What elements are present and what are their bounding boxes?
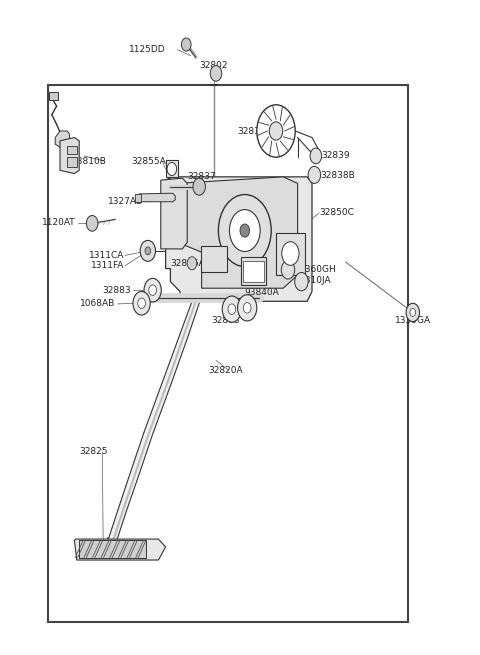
- Bar: [49, 92, 58, 100]
- Text: 1068AB: 1068AB: [80, 299, 115, 309]
- Bar: [276, 233, 305, 275]
- Circle shape: [138, 298, 145, 309]
- Text: 1311FA: 1311FA: [90, 261, 124, 271]
- Circle shape: [86, 215, 98, 231]
- Circle shape: [269, 122, 283, 140]
- Circle shape: [167, 162, 177, 176]
- Circle shape: [243, 303, 251, 313]
- Polygon shape: [60, 138, 79, 174]
- Polygon shape: [139, 193, 175, 202]
- Text: 93810B: 93810B: [72, 157, 106, 166]
- Text: 1125DD: 1125DD: [129, 45, 166, 54]
- Circle shape: [222, 296, 241, 322]
- Text: 1360GH: 1360GH: [300, 265, 337, 274]
- Polygon shape: [79, 540, 146, 558]
- Text: 32883: 32883: [211, 316, 240, 326]
- Polygon shape: [74, 539, 166, 560]
- Circle shape: [140, 240, 156, 261]
- Polygon shape: [55, 131, 70, 151]
- Circle shape: [210, 66, 222, 81]
- Text: 93840A: 93840A: [244, 288, 279, 297]
- Bar: [67, 146, 77, 154]
- Circle shape: [281, 261, 295, 279]
- Text: 32855A: 32855A: [132, 157, 166, 166]
- Polygon shape: [178, 177, 298, 288]
- Bar: [241, 257, 266, 285]
- Circle shape: [149, 285, 156, 295]
- Polygon shape: [108, 282, 206, 542]
- Circle shape: [410, 309, 416, 316]
- Circle shape: [133, 291, 150, 315]
- Text: 32820A: 32820A: [208, 365, 243, 375]
- Circle shape: [145, 247, 151, 255]
- Polygon shape: [166, 160, 178, 177]
- Text: 1327AB: 1327AB: [108, 197, 143, 206]
- Circle shape: [257, 105, 295, 157]
- Bar: [48, 85, 408, 622]
- Text: 32850C: 32850C: [319, 208, 354, 217]
- Circle shape: [308, 166, 321, 183]
- Text: 1310JA: 1310JA: [300, 276, 332, 285]
- Text: 32825: 32825: [79, 447, 108, 457]
- Bar: [135, 194, 141, 202]
- Text: 1311CA: 1311CA: [88, 251, 124, 260]
- Polygon shape: [161, 178, 187, 249]
- Bar: [243, 261, 264, 282]
- Bar: [201, 246, 227, 272]
- Text: 32837: 32837: [187, 172, 216, 181]
- Circle shape: [229, 210, 260, 252]
- Circle shape: [181, 38, 191, 51]
- Text: 32838B: 32838B: [237, 126, 272, 136]
- Circle shape: [310, 148, 322, 164]
- Text: 1339GA: 1339GA: [395, 316, 431, 326]
- Text: 32839: 32839: [322, 151, 350, 160]
- Circle shape: [218, 195, 271, 267]
- Bar: [67, 157, 77, 167]
- Circle shape: [144, 278, 161, 302]
- Polygon shape: [166, 177, 312, 301]
- Circle shape: [240, 224, 250, 237]
- Text: 32876A: 32876A: [170, 259, 204, 268]
- Circle shape: [406, 303, 420, 322]
- Circle shape: [282, 242, 299, 265]
- Text: 32802: 32802: [199, 61, 228, 70]
- Text: 32883: 32883: [102, 286, 131, 295]
- Circle shape: [228, 304, 236, 314]
- Text: 1120AT: 1120AT: [42, 218, 76, 227]
- Circle shape: [238, 295, 257, 321]
- Circle shape: [187, 257, 197, 270]
- Circle shape: [193, 178, 205, 195]
- Text: 32838B: 32838B: [321, 171, 355, 180]
- Circle shape: [295, 272, 308, 291]
